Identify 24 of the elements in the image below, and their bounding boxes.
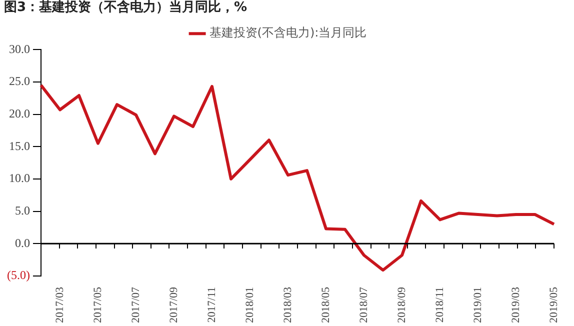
legend-label: 基建投资(不含电力):当月同比 [209, 26, 367, 40]
y-tick-label: 20.0 [8, 106, 30, 120]
y-tick-label: 5.0 [14, 203, 30, 218]
x-tick-label: 2017/03 [54, 286, 66, 324]
x-tick-label: 2018/07 [358, 286, 370, 324]
x-tick-label: 2018/01 [244, 286, 256, 324]
x-tick-label: 2019/05 [548, 286, 560, 324]
x-tick-label: 2018/09 [396, 286, 408, 324]
x-tick-label: 2019/03 [510, 286, 522, 324]
x-tick-label: 2017/09 [168, 286, 180, 324]
x-tick-label: 2019/01 [472, 286, 484, 324]
x-tick-label: 2017/05 [92, 286, 104, 324]
chart-title: 图3：基建投资（不含电力）当月同比，% [4, 0, 248, 16]
y-tick-label: 10.0 [8, 171, 30, 186]
x-tick-label: 2018/05 [320, 286, 332, 324]
y-tick-label: 0.0 [14, 236, 30, 250]
y-tick-label: 15.0 [8, 138, 30, 153]
x-tick-label: 2017/07 [130, 286, 142, 324]
x-tick-label: 2018/11 [434, 286, 446, 323]
y-tick-label: 30.0 [8, 42, 30, 56]
x-tick-label: 2017/11 [206, 286, 218, 323]
y-tick-label: 25.0 [8, 74, 30, 88]
x-tick-label: 2018/03 [282, 286, 294, 324]
y-tick-label: (5.0) [6, 268, 30, 282]
